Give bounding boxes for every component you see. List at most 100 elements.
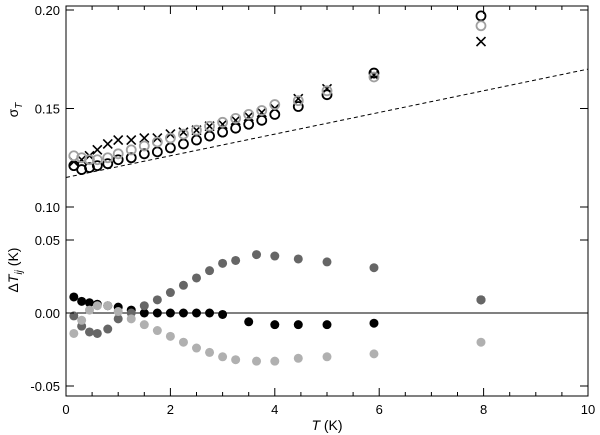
data-point-cross	[230, 115, 241, 126]
data-point-open-circle	[125, 152, 137, 164]
data-point-filled-circle	[178, 337, 188, 347]
data-point-open-circle	[321, 85, 333, 97]
data-point-filled-circle	[84, 327, 94, 337]
x-tick-label: 8	[480, 402, 487, 417]
data-point-filled-circle	[476, 295, 486, 305]
data-point-open-circle	[151, 146, 163, 158]
data-point-cross	[293, 93, 304, 104]
cross-stroke	[126, 134, 137, 146]
data-point-open-circle	[292, 101, 304, 112]
cross-stroke	[475, 36, 487, 47]
data-point-filled-circle	[270, 320, 280, 330]
data-point-filled-circle	[84, 298, 94, 308]
data-point-filled-circle	[293, 320, 303, 330]
data-point-open-circle	[475, 10, 487, 22]
data-point-open-circle	[191, 124, 202, 136]
data-point-open-circle	[191, 134, 202, 146]
data-point-open-circle	[230, 122, 242, 134]
data-point-filled-circle	[218, 258, 228, 268]
data-point-filled-circle	[244, 317, 254, 327]
data-point-filled-circle	[369, 263, 379, 273]
y-axis-labels: 0.10 0.15 0.20 -0.05 0.00 0.05 σT ΔTij (K)	[5, 3, 588, 394]
data-point-open-circle	[102, 158, 114, 170]
data-point-filled-circle	[77, 315, 87, 325]
data-point-filled-circle	[369, 349, 379, 359]
cross-stroke	[243, 111, 254, 122]
data-point-open-circle	[112, 154, 124, 166]
data-point-open-circle	[230, 112, 242, 124]
data-point-filled-circle	[476, 337, 486, 347]
data-point-open-circle	[217, 126, 229, 138]
y-axis-label-sigma: σT	[5, 102, 25, 118]
data-point-filled-circle	[322, 320, 332, 330]
data-point-open-circle	[178, 128, 189, 140]
y-tick-label: 0.15	[35, 102, 60, 117]
data-point-open-circle	[91, 154, 103, 166]
data-point-filled-circle	[252, 356, 262, 366]
data-point-open-circle	[84, 154, 95, 166]
data-point-filled-circle	[126, 314, 136, 324]
data-point-filled-circle	[165, 331, 175, 341]
data-point-open-circle	[138, 140, 150, 152]
data-point-filled-circle	[178, 280, 188, 290]
data-point-filled-circle	[139, 320, 149, 330]
data-point-open-circle	[368, 71, 380, 83]
cross-stroke	[217, 119, 228, 130]
data-point-filled-circle	[103, 324, 113, 334]
data-point-filled-circle	[205, 347, 215, 357]
data-point-filled-circle	[369, 318, 379, 328]
y-axis-label-delta: ΔTij (K)	[5, 248, 25, 293]
data-point-cross	[178, 127, 189, 138]
data-point-filled-circle	[205, 266, 215, 276]
data-point-cross	[368, 69, 380, 81]
y-tick-label: 0.20	[35, 3, 60, 18]
data-point-cross	[126, 134, 137, 146]
y-tick-label: 0.05	[35, 233, 60, 248]
data-point-open-circle	[256, 105, 268, 116]
data-point-cross	[256, 107, 267, 118]
data-point-open-circle	[368, 67, 380, 79]
y-tick-label: 0.00	[35, 306, 60, 321]
cross-stroke	[368, 69, 380, 81]
cross-stroke	[76, 154, 87, 165]
cross-stroke	[230, 115, 241, 126]
panel-delta	[66, 250, 588, 366]
data-point-cross	[92, 144, 103, 155]
data-point-open-circle	[151, 136, 163, 148]
data-point-open-circle	[243, 118, 255, 130]
data-point-filled-circle	[252, 250, 262, 260]
panel-sigma	[65, 10, 589, 178]
data-point-filled-circle	[270, 251, 280, 261]
data-point-cross	[217, 119, 228, 130]
data-point-filled-circle	[139, 308, 149, 318]
data-point-filled-circle	[218, 309, 228, 319]
data-point-filled-circle	[113, 314, 123, 324]
data-point-filled-circle	[152, 308, 162, 318]
data-point-filled-circle	[293, 353, 303, 363]
y-tick-label: -0.05	[30, 379, 60, 394]
data-point-open-circle	[243, 109, 255, 120]
data-point-filled-circle	[218, 352, 228, 362]
data-point-filled-circle	[178, 308, 188, 318]
data-point-filled-circle	[165, 308, 175, 318]
data-point-open-circle	[204, 120, 215, 132]
data-point-filled-circle	[77, 296, 87, 306]
data-point-cross	[113, 134, 124, 146]
data-point-open-circle	[217, 116, 229, 128]
x-axis-label: T (K)	[311, 417, 342, 433]
data-point-cross	[243, 111, 254, 122]
data-point-filled-circle	[192, 308, 201, 318]
data-point-filled-circle	[192, 343, 201, 353]
data-point-open-circle	[112, 148, 124, 160]
plot-frame	[65, 5, 589, 397]
data-point-cross	[475, 36, 487, 47]
data-point-filled-circle	[293, 254, 303, 264]
data-point-filled-circle	[322, 352, 332, 362]
data-point-open-circle	[321, 89, 333, 101]
data-point-open-circle	[125, 144, 137, 156]
data-point-filled-circle	[139, 301, 149, 311]
cross-stroke	[256, 107, 267, 118]
data-point-filled-circle	[92, 328, 102, 338]
cross-stroke	[102, 138, 113, 150]
